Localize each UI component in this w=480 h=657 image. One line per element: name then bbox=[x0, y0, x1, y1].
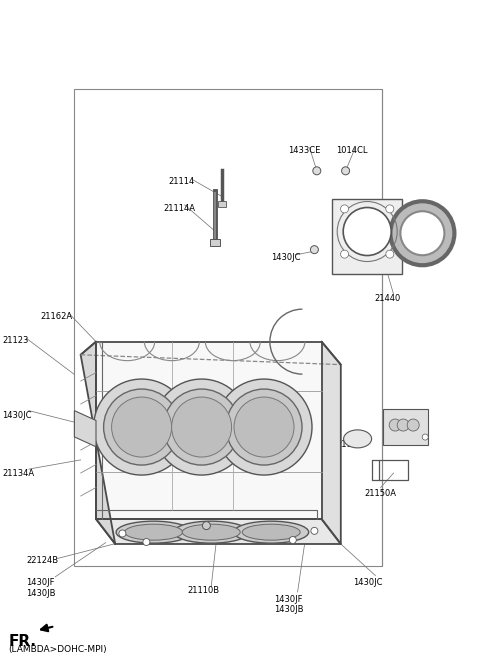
Text: (LAMBDA>DOHC-MPI): (LAMBDA>DOHC-MPI) bbox=[9, 645, 107, 654]
Circle shape bbox=[422, 434, 428, 440]
Text: 21152: 21152 bbox=[336, 440, 362, 449]
Text: 21114A: 21114A bbox=[163, 204, 195, 213]
Bar bbox=[332, 199, 402, 274]
Ellipse shape bbox=[234, 521, 309, 543]
Text: 1430JF
1430JB: 1430JF 1430JB bbox=[26, 578, 56, 598]
Circle shape bbox=[311, 528, 318, 534]
Ellipse shape bbox=[344, 430, 372, 448]
Text: 21162A: 21162A bbox=[41, 312, 73, 321]
Text: 1014CL: 1014CL bbox=[336, 146, 368, 155]
Circle shape bbox=[386, 250, 394, 258]
Text: 1433CE: 1433CE bbox=[288, 146, 320, 155]
Circle shape bbox=[143, 539, 150, 545]
Circle shape bbox=[313, 167, 321, 175]
Text: 22124B: 22124B bbox=[26, 556, 59, 566]
Text: 1430JC: 1430JC bbox=[353, 578, 382, 587]
Circle shape bbox=[390, 201, 455, 265]
Circle shape bbox=[226, 389, 302, 465]
Circle shape bbox=[119, 530, 126, 537]
Circle shape bbox=[311, 246, 318, 254]
Circle shape bbox=[154, 379, 250, 475]
Circle shape bbox=[400, 212, 444, 255]
Text: 21123: 21123 bbox=[2, 336, 29, 346]
Circle shape bbox=[216, 379, 312, 475]
Text: 21134A: 21134A bbox=[2, 469, 35, 478]
Circle shape bbox=[397, 419, 409, 431]
Polygon shape bbox=[74, 411, 96, 447]
Ellipse shape bbox=[125, 524, 182, 540]
Circle shape bbox=[104, 389, 180, 465]
Text: 1571TC: 1571TC bbox=[163, 519, 195, 528]
Circle shape bbox=[164, 389, 240, 465]
Circle shape bbox=[343, 208, 391, 256]
Bar bbox=[74, 89, 382, 566]
Text: 21110B: 21110B bbox=[187, 586, 219, 595]
Text: 1430JF
1430JB: 1430JF 1430JB bbox=[274, 595, 303, 614]
Circle shape bbox=[389, 419, 401, 431]
Bar bbox=[383, 409, 428, 445]
Polygon shape bbox=[96, 342, 322, 519]
Text: FR.: FR. bbox=[9, 634, 36, 649]
Bar bbox=[379, 460, 408, 480]
Polygon shape bbox=[322, 342, 341, 544]
Bar bbox=[218, 201, 226, 208]
Circle shape bbox=[172, 397, 232, 457]
Text: 1430JC: 1430JC bbox=[271, 253, 300, 262]
Ellipse shape bbox=[116, 521, 191, 543]
Text: 1430JC: 1430JC bbox=[2, 411, 32, 420]
Text: 21443: 21443 bbox=[413, 255, 439, 264]
Text: 21440: 21440 bbox=[374, 294, 401, 304]
Circle shape bbox=[111, 397, 172, 457]
Ellipse shape bbox=[174, 521, 249, 543]
Circle shape bbox=[94, 379, 190, 475]
Polygon shape bbox=[81, 342, 115, 544]
Text: 1014CM: 1014CM bbox=[394, 427, 428, 436]
Bar bbox=[210, 238, 220, 246]
Circle shape bbox=[289, 537, 296, 543]
Text: 21114: 21114 bbox=[168, 177, 194, 187]
Circle shape bbox=[342, 167, 349, 175]
Ellipse shape bbox=[242, 524, 300, 540]
Circle shape bbox=[341, 250, 348, 258]
Circle shape bbox=[341, 205, 348, 213]
Text: 21150A: 21150A bbox=[365, 489, 397, 499]
Circle shape bbox=[203, 522, 210, 530]
Circle shape bbox=[234, 397, 294, 457]
Circle shape bbox=[407, 419, 419, 431]
Ellipse shape bbox=[182, 524, 240, 540]
Circle shape bbox=[386, 205, 394, 213]
Polygon shape bbox=[96, 519, 341, 544]
